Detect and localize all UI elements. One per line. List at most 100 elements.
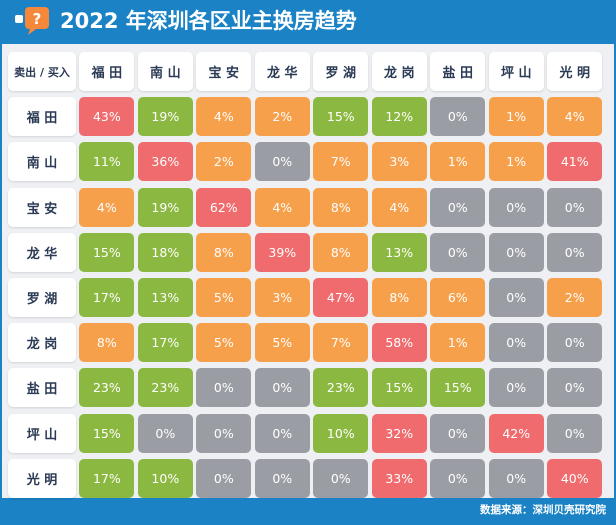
heatmap-cell: 5%: [254, 323, 310, 363]
heatmap-cell: 4%: [547, 97, 603, 137]
svg-text:?: ?: [33, 10, 42, 28]
heatmap-cell: 8%: [371, 277, 427, 317]
heatmap-cell: 36%: [137, 142, 193, 182]
heatmap-cell: 0%: [254, 142, 310, 182]
heatmap-cell: 4%: [196, 97, 252, 137]
heatmap-cell: 2%: [254, 97, 310, 137]
heatmap-cell: 58%: [371, 323, 427, 363]
column-header: 南 山: [137, 52, 193, 91]
row-header: 福 田: [8, 97, 76, 137]
row-header: 龙 岗: [8, 323, 76, 363]
heatmap-cell: 47%: [313, 277, 369, 317]
heatmap-cell: 0%: [547, 187, 603, 227]
column-header: 罗 湖: [313, 52, 369, 91]
row-header: 坪 山: [8, 413, 76, 453]
heatmap-cell: 15%: [79, 232, 135, 272]
column-header: 宝 安: [196, 52, 252, 91]
corner-label: 卖出 / 买入: [8, 52, 76, 91]
heatmap-cell: 3%: [371, 142, 427, 182]
heatmap-cell: 0%: [488, 368, 544, 408]
header: ? 2022 年深圳各区业主换房趋势: [0, 0, 616, 44]
page-title: 2022 年深圳各区业主换房趋势: [60, 9, 357, 33]
heatmap-cell: 5%: [196, 277, 252, 317]
heatmap-cell: 33%: [371, 458, 427, 498]
heatmap-cell: 3%: [254, 277, 310, 317]
heatmap-cell: 1%: [488, 97, 544, 137]
heatmap-cell: 0%: [488, 458, 544, 498]
heatmap-cell: 15%: [430, 368, 486, 408]
heatmap-cell: 23%: [79, 368, 135, 408]
row-header: 盐 田: [8, 368, 76, 408]
heatmap-cell: 18%: [137, 232, 193, 272]
heatmap-cell: 0%: [196, 368, 252, 408]
heatmap-cell: 10%: [137, 458, 193, 498]
heatmap-cell: 0%: [196, 413, 252, 453]
heatmap-cell: 42%: [488, 413, 544, 453]
heatmap-cell: 8%: [196, 232, 252, 272]
heatmap-cell: 0%: [430, 97, 486, 137]
heatmap-cell: 62%: [196, 187, 252, 227]
heatmap-panel: 卖出 / 买入福 田南 山宝 安龙 华罗 湖龙 岗盐 田坪 山光 明福 田 43%…: [2, 44, 614, 498]
heatmap-cell: 0%: [430, 187, 486, 227]
heatmap-cell: 32%: [371, 413, 427, 453]
heatmap-cell: 11%: [79, 142, 135, 182]
heatmap-cell: 19%: [137, 97, 193, 137]
heatmap-cell: 13%: [371, 232, 427, 272]
heatmap-cell: 23%: [137, 368, 193, 408]
column-header: 盐 田: [430, 52, 486, 91]
heatmap-grid: 卖出 / 买入福 田南 山宝 安龙 华罗 湖龙 岗盐 田坪 山光 明福 田 43%…: [8, 52, 603, 498]
heatmap-cell: 0%: [313, 458, 369, 498]
column-header: 龙 岗: [371, 52, 427, 91]
heatmap-cell: 39%: [254, 232, 310, 272]
column-header: 光 明: [547, 52, 603, 91]
heatmap-cell: 15%: [371, 368, 427, 408]
heatmap-cell: 5%: [196, 323, 252, 363]
heatmap-cell: 2%: [196, 142, 252, 182]
heatmap-cell: 2%: [547, 277, 603, 317]
heatmap-cell: 0%: [547, 413, 603, 453]
heatmap-cell: 4%: [254, 187, 310, 227]
heatmap-cell: 19%: [137, 187, 193, 227]
heatmap-cell: 17%: [79, 277, 135, 317]
row-header: 罗 湖: [8, 277, 76, 317]
heatmap-cell: 17%: [137, 323, 193, 363]
heatmap-cell: 15%: [79, 413, 135, 453]
heatmap-cell: 13%: [137, 277, 193, 317]
heatmap-cell: 7%: [313, 142, 369, 182]
heatmap-cell: 0%: [254, 413, 310, 453]
row-header: 南 山: [8, 142, 76, 182]
heatmap-cell: 17%: [79, 458, 135, 498]
heatmap-cell: 0%: [137, 413, 193, 453]
heatmap-cell: 0%: [547, 368, 603, 408]
heatmap-cell: 10%: [313, 413, 369, 453]
row-header: 宝 安: [8, 187, 76, 227]
heatmap-cell: 41%: [547, 142, 603, 182]
heatmap-cell: 0%: [430, 458, 486, 498]
heatmap-cell: 0%: [547, 323, 603, 363]
heatmap-cell: 0%: [488, 277, 544, 317]
heatmap-cell: 0%: [196, 458, 252, 498]
row-header: 光 明: [8, 458, 76, 498]
heatmap-cell: 8%: [313, 232, 369, 272]
heatmap-cell: 1%: [430, 142, 486, 182]
heatmap-cell: 7%: [313, 323, 369, 363]
heatmap-cell: 0%: [430, 232, 486, 272]
column-header: 福 田: [79, 52, 135, 91]
heatmap-cell: 4%: [79, 187, 135, 227]
row-header: 龙 华: [8, 232, 76, 272]
heatmap-cell: 43%: [79, 97, 135, 137]
heatmap-cell: 0%: [254, 458, 310, 498]
source-note: 数据来源：深圳贝壳研究院: [480, 504, 606, 516]
heatmap-cell: 40%: [547, 458, 603, 498]
heatmap-cell: 0%: [254, 368, 310, 408]
heatmap-cell: 1%: [430, 323, 486, 363]
heatmap-cell: 23%: [313, 368, 369, 408]
heatmap-cell: 1%: [488, 142, 544, 182]
heatmap-cell: 0%: [488, 187, 544, 227]
heatmap-cell: 8%: [79, 323, 135, 363]
heatmap-cell: 15%: [313, 97, 369, 137]
heatmap-cell: 8%: [313, 187, 369, 227]
heatmap-cell: 12%: [371, 97, 427, 137]
column-header: 龙 华: [254, 52, 310, 91]
column-header: 坪 山: [488, 52, 544, 91]
